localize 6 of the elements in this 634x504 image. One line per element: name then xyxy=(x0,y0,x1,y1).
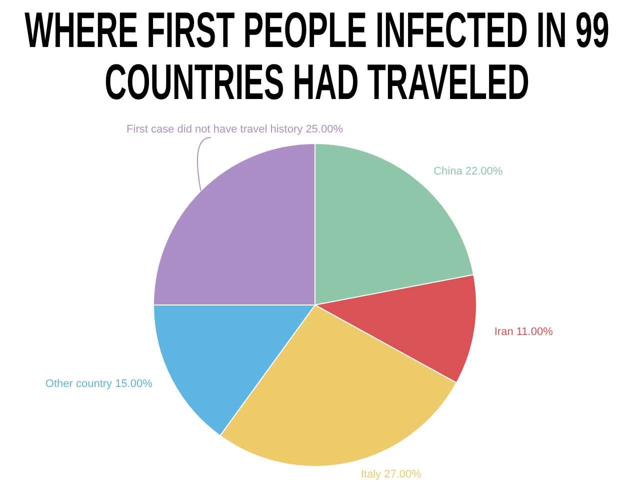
slice-label: Other country 15.00% xyxy=(45,378,153,390)
slice-label: First case did not have travel history 25.00% xyxy=(126,124,344,136)
slice-label: Iran 11.00% xyxy=(494,326,554,338)
slice-label: China 22.00% xyxy=(434,165,503,178)
slice-label: Italy 27.00% xyxy=(360,468,422,480)
chart-title: WHERE FIRST PEOPLE INFECTED IN 99 COUNTRIES HAD TRAVELED xyxy=(24,2,610,110)
